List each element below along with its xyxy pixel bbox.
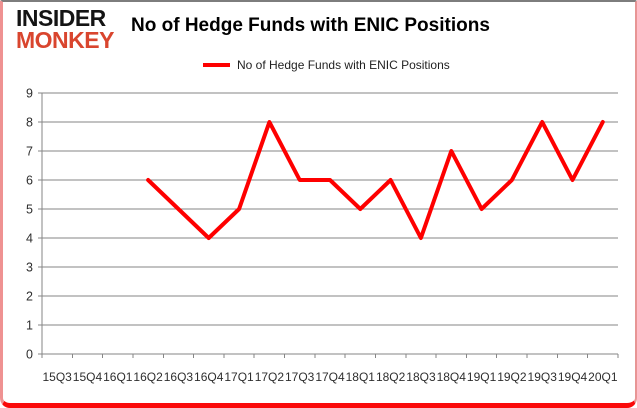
legend-line-swatch xyxy=(203,63,230,67)
y-tick-label: 7 xyxy=(26,145,33,159)
x-tick-label: 19Q4 xyxy=(558,370,588,384)
y-tick-label: 6 xyxy=(26,174,33,188)
y-tick-label: 2 xyxy=(26,290,33,304)
data-series-line xyxy=(146,120,605,240)
x-tick-label: 17Q4 xyxy=(315,370,345,384)
x-tick-label: 19Q1 xyxy=(467,370,497,384)
legend-label: No of Hedge Funds with ENIC Positions xyxy=(237,58,450,72)
y-tick-label: 8 xyxy=(26,116,33,130)
x-tick-label: 16Q1 xyxy=(103,370,133,384)
x-tick-label: 15Q3 xyxy=(42,370,72,384)
y-tick-label: 0 xyxy=(26,348,33,362)
x-tick-label: 17Q2 xyxy=(255,370,285,384)
x-tick-label: 19Q3 xyxy=(528,370,558,384)
logo-monkey-text: MONKEY xyxy=(16,26,114,54)
x-tick-label: 20Q1 xyxy=(588,370,618,384)
x-tick-label: 18Q1 xyxy=(346,370,376,384)
x-tick-label: 18Q3 xyxy=(406,370,436,384)
y-tick-label: 3 xyxy=(26,261,33,275)
legend: No of Hedge Funds with ENIC Positions xyxy=(203,58,450,72)
x-tick-label: 18Q4 xyxy=(437,370,467,384)
x-tick-label: 18Q2 xyxy=(376,370,406,384)
logo-insider-text: INSIDER xyxy=(16,4,106,32)
y-tick-label: 4 xyxy=(26,232,33,246)
x-tick-label: 16Q4 xyxy=(194,370,224,384)
x-tick-label: 15Q4 xyxy=(73,370,103,384)
y-tick-label: 9 xyxy=(26,87,33,101)
x-tick-label: 16Q3 xyxy=(164,370,194,384)
y-tick-label: 5 xyxy=(26,203,33,217)
x-tick-label: 16Q2 xyxy=(133,370,163,384)
x-tick-label: 19Q2 xyxy=(497,370,527,384)
chart-title: No of Hedge Funds with ENIC Positions xyxy=(131,15,490,36)
x-tick-label: 17Q3 xyxy=(285,370,315,384)
x-tick-label: 17Q1 xyxy=(224,370,254,384)
y-tick-label: 1 xyxy=(26,319,33,333)
insider-monkey-logo: INSIDER MONKEY xyxy=(16,4,114,54)
